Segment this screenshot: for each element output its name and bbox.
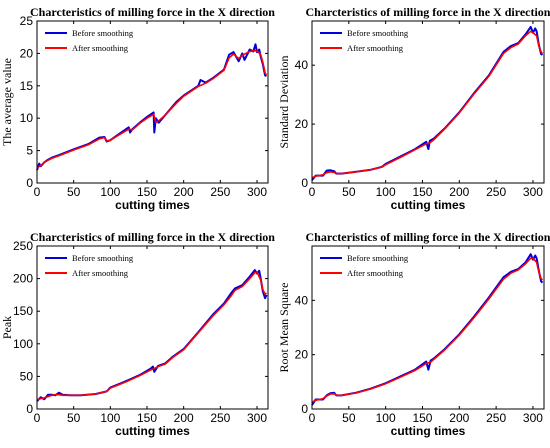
chart-title: Charcteristics of milling force in the X… [306, 5, 550, 19]
y-tick-label: 150 [13, 304, 33, 318]
legend-entry: Before smoothing [347, 253, 409, 263]
plot-frame [311, 245, 545, 410]
x-tick-label: 300 [247, 185, 267, 199]
y-axis-label: Peak [0, 316, 14, 339]
y-tick-label: 40 [295, 293, 309, 307]
x-tick-label: 300 [247, 411, 267, 425]
y-tick-label: 200 [13, 272, 33, 286]
chart-panel-1: Charcteristics of milling force in the X… [0, 5, 275, 212]
y-tick-label: 50 [20, 369, 34, 383]
x-tick-label: 300 [523, 185, 543, 199]
plot-frame [36, 245, 269, 410]
legend-entry: After smoothing [347, 43, 404, 53]
x-tick-label: 150 [137, 411, 157, 425]
y-tick-label: 40 [295, 58, 309, 72]
series-line-before-smoothing [36, 269, 268, 402]
x-tick-label: 200 [174, 411, 194, 425]
x-tick-label: 50 [67, 185, 81, 199]
legend-entry: After smoothing [347, 268, 404, 278]
chart-title: Charcteristics of milling force in the X… [306, 230, 550, 244]
x-tick-label: 200 [174, 185, 194, 199]
y-tick-label: 0 [301, 402, 308, 416]
x-tick-label: 100 [100, 185, 120, 199]
x-tick-label: 100 [376, 185, 396, 199]
y-tick-label: 20 [295, 117, 309, 131]
series-line-after-smoothing [311, 257, 544, 403]
series-line-after-smoothing [36, 49, 268, 169]
x-tick-label: 200 [449, 411, 469, 425]
legend-entry: Before smoothing [72, 253, 134, 263]
y-tick-label: 0 [26, 176, 33, 190]
x-tick-label: 50 [67, 411, 81, 425]
y-axis-label: Standard Deviation [277, 56, 291, 149]
chart-panel-4: Charcteristics of milling force in the X… [277, 230, 550, 438]
y-tick-label: 15 [20, 79, 34, 93]
x-tick-label: 150 [412, 411, 432, 425]
x-tick-label: 100 [100, 411, 120, 425]
y-tick-label: 25 [20, 14, 34, 28]
x-tick-label: 250 [210, 411, 230, 425]
plot-frame [311, 20, 545, 184]
y-tick-label: 0 [301, 176, 308, 190]
x-tick-label: 250 [486, 185, 506, 199]
x-axis-label: cutting times [115, 198, 190, 212]
chart-title: Charcteristics of milling force in the X… [30, 5, 275, 19]
y-tick-label: 10 [20, 111, 34, 125]
x-tick-label: 50 [342, 411, 356, 425]
chart-panel-2: Charcteristics of milling force in the X… [277, 5, 550, 212]
plot-frame [36, 20, 269, 184]
x-axis-label: cutting times [115, 424, 190, 438]
y-tick-label: 5 [26, 144, 33, 158]
y-axis-label: Root Mean Square [277, 283, 291, 373]
x-tick-label: 150 [412, 185, 432, 199]
y-tick-label: 0 [26, 402, 33, 416]
legend-entry: Before smoothing [347, 28, 409, 38]
x-tick-label: 250 [486, 411, 506, 425]
y-tick-label: 20 [295, 348, 309, 362]
series-line-after-smoothing [36, 271, 268, 401]
y-tick-label: 100 [13, 337, 33, 351]
chart-title: Charcteristics of milling force in the X… [30, 230, 275, 244]
x-axis-label: cutting times [391, 424, 466, 438]
series-line-after-smoothing [311, 30, 544, 179]
legend-entry: After smoothing [72, 43, 129, 53]
x-tick-label: 0 [34, 411, 41, 425]
x-tick-label: 50 [342, 185, 356, 199]
x-tick-label: 200 [449, 185, 469, 199]
x-tick-label: 300 [523, 411, 543, 425]
x-tick-label: 250 [210, 185, 230, 199]
x-axis-label: cutting times [391, 198, 466, 212]
y-tick-label: 20 [20, 46, 34, 60]
y-tick-label: 250 [13, 239, 33, 253]
x-tick-label: 150 [137, 185, 157, 199]
x-tick-label: 0 [309, 411, 316, 425]
x-tick-label: 0 [34, 185, 41, 199]
x-tick-label: 100 [376, 411, 396, 425]
x-tick-label: 0 [309, 185, 316, 199]
y-axis-label: The average value [0, 58, 14, 146]
chart-panel-3: Charcteristics of milling force in the X… [0, 230, 275, 438]
legend-entry: After smoothing [72, 268, 129, 278]
legend-entry: Before smoothing [72, 28, 134, 38]
